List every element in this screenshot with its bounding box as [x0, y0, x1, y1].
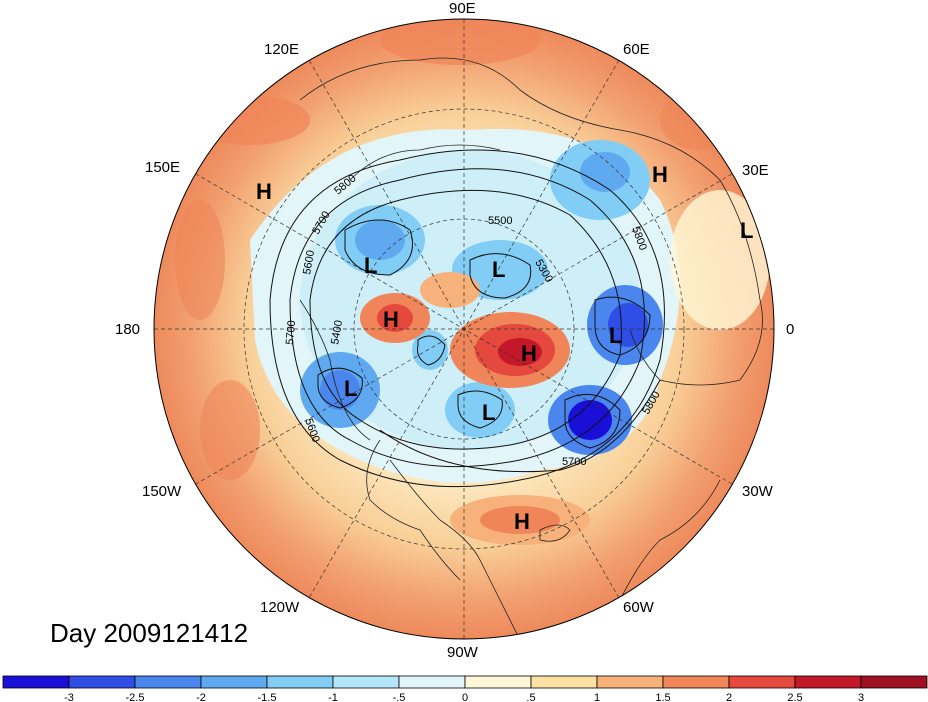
low-pressure-label: L — [482, 400, 495, 425]
longitude-label: 60E — [623, 41, 650, 58]
longitude-label: 30E — [742, 162, 769, 179]
colorbar-tick-label: 0 — [462, 692, 468, 702]
colorbar-ticks: -3 -2.5 -2 -1.5 -1 -.5 0 .5 1 1.5 2 2.5 3 — [64, 692, 864, 702]
colorbar-tick-label: 2 — [726, 692, 732, 702]
contour-label: 5600 — [301, 249, 317, 275]
longitude-label: 120E — [264, 41, 299, 58]
colorbar-swatch — [68, 675, 136, 689]
map-disk — [154, 19, 774, 639]
low-pressure-label: L — [364, 253, 377, 278]
low-pressure-label: L — [492, 257, 505, 282]
high-pressure-label: H — [256, 179, 272, 204]
high-pressure-label: H — [383, 307, 399, 332]
longitude-label: 90E — [449, 0, 476, 17]
high-pressure-label: H — [521, 341, 537, 366]
colorbar-tick-label: -3 — [64, 692, 74, 702]
colorbar-tick-label: -.5 — [393, 692, 406, 702]
longitude-label: 150W — [142, 483, 182, 500]
colorbar-swatch — [200, 675, 268, 689]
high-pressure-label: H — [514, 509, 530, 534]
colorbar-swatch — [134, 675, 202, 689]
longitude-label: 30W — [742, 483, 774, 500]
low-pressure-label: L — [344, 376, 357, 401]
map-boundary — [153, 18, 775, 640]
colorbar-swatch — [530, 675, 598, 689]
colorbar-swatch — [464, 675, 532, 689]
map-title: Day 2009121412 — [50, 618, 249, 648]
contour-label: 5700 — [284, 320, 298, 345]
pressure-centers: H H L L L H L H L L L H — [256, 162, 753, 534]
longitude-label: 90W — [447, 644, 479, 661]
colorbar-swatch — [662, 675, 730, 689]
colorbar-tick-label: -1.5 — [258, 692, 277, 702]
longitude-label: 120W — [260, 599, 300, 616]
coastlines — [299, 57, 763, 639]
colorbar-tick-label: 1 — [594, 692, 600, 702]
colorbar-tick-label: -2.5 — [126, 692, 145, 702]
contour-label: 5500 — [488, 215, 512, 227]
height-contours — [269, 149, 665, 488]
colorbar-swatch — [2, 675, 70, 689]
longitude-label: 60W — [623, 599, 655, 616]
colorbar-swatches — [2, 675, 928, 689]
colorbar-swatch — [794, 675, 862, 689]
colorbar: -3 -2.5 -2 -1.5 -1 -.5 0 .5 1 1.5 2 2.5 3 — [2, 675, 928, 702]
colorbar-swatch — [596, 675, 664, 689]
colorbar-swatch — [332, 675, 400, 689]
high-pressure-label: H — [652, 162, 668, 187]
colorbar-tick-label: 3 — [858, 692, 864, 702]
graticule — [154, 19, 774, 639]
contour-label: 5700 — [562, 456, 586, 468]
colorbar-tick-label: 2.5 — [787, 692, 802, 702]
low-pressure-label: L — [609, 323, 622, 348]
colorbar-swatch — [860, 675, 928, 689]
colorbar-tick-label: -1 — [328, 692, 338, 702]
colorbar-tick-label: .5 — [526, 692, 535, 702]
colorbar-swatch — [728, 675, 796, 689]
colorbar-tick-label: 1.5 — [655, 692, 670, 702]
low-pressure-label: L — [740, 218, 753, 243]
colorbar-swatch — [398, 675, 466, 689]
longitude-labels: 90E 60E 30E 0 30W 60W 90W 120W 150W 180 … — [115, 0, 794, 661]
colorbar-swatch — [266, 675, 334, 689]
colorbar-tick-label: -2 — [196, 692, 206, 702]
longitude-label: 0 — [786, 321, 794, 338]
longitude-label: 180 — [115, 321, 140, 338]
contour-label: 5400 — [329, 319, 345, 345]
longitude-label: 150E — [145, 159, 180, 176]
